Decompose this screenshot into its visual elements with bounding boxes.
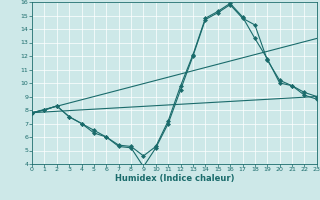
X-axis label: Humidex (Indice chaleur): Humidex (Indice chaleur) bbox=[115, 174, 234, 183]
